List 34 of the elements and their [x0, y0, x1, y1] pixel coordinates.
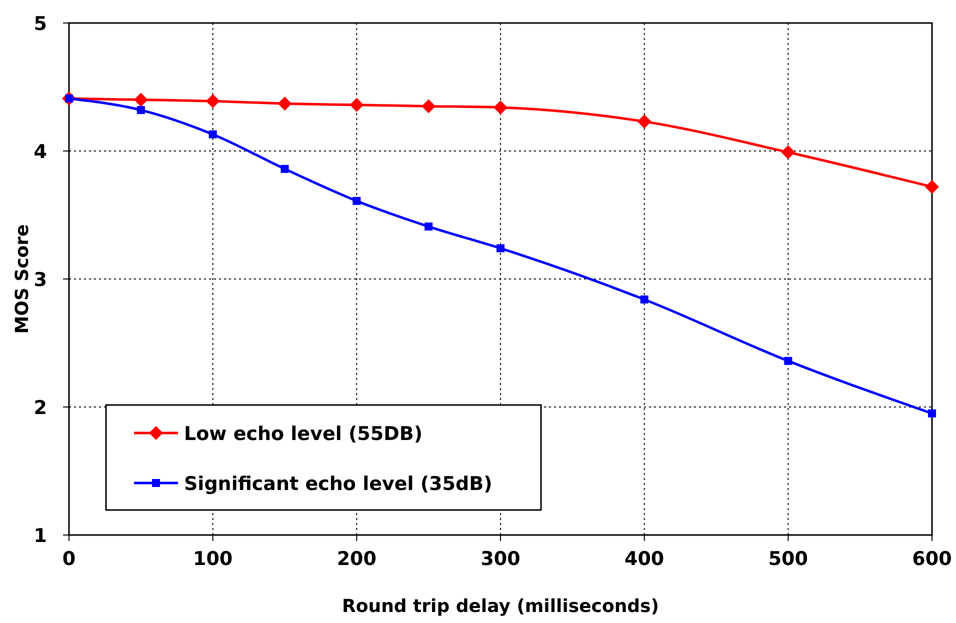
x-tick-label: 300	[480, 548, 520, 570]
y-axis-title: MOS Score	[12, 224, 33, 334]
x-tick-label: 100	[192, 548, 233, 570]
x-tick-label: 600	[912, 548, 952, 570]
point	[928, 409, 936, 418]
x-tick-label: 0	[62, 548, 76, 570]
point	[280, 164, 289, 173]
point	[206, 94, 220, 108]
x-tick-label: 400	[624, 548, 664, 570]
x-axis-title: Round trip delay (milliseconds)	[342, 596, 659, 617]
y-tick-label: 1	[34, 525, 47, 547]
point	[134, 92, 148, 107]
point	[350, 98, 364, 112]
point	[784, 356, 792, 365]
point	[637, 114, 652, 129]
y-tick-label: 2	[34, 397, 47, 419]
point	[136, 106, 145, 114]
point	[208, 130, 217, 138]
point	[496, 244, 504, 252]
point	[781, 145, 796, 160]
y-tick-label: 3	[34, 269, 47, 291]
x-tick-label: 500	[768, 548, 808, 570]
point	[925, 180, 939, 194]
point	[278, 96, 292, 111]
y-tick-label: 4	[34, 141, 47, 163]
legend-label: Low echo level (55DB)	[184, 423, 423, 445]
legend-label: Significant echo level (35dB)	[184, 473, 492, 495]
point	[640, 295, 648, 304]
point	[494, 100, 508, 114]
point	[422, 99, 436, 114]
y-tick-label: 5	[34, 13, 47, 35]
x-tick-label: 200	[336, 548, 377, 570]
point	[424, 222, 433, 231]
point	[352, 196, 361, 205]
